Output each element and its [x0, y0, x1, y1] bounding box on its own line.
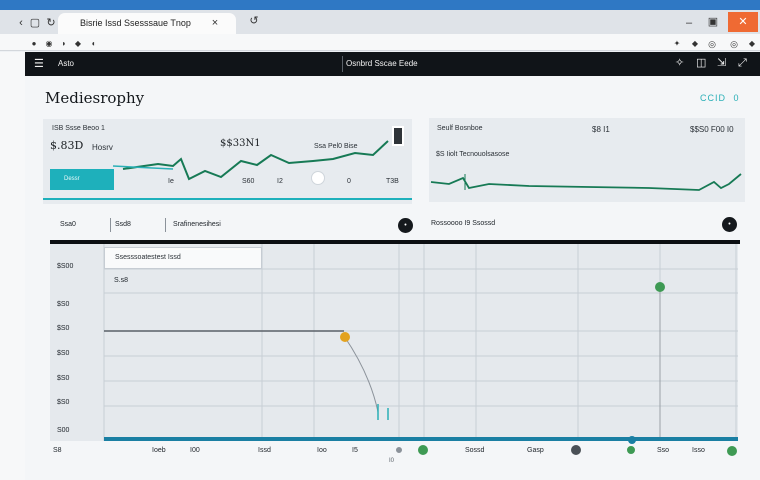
chart-top-value: S.s8	[114, 277, 129, 284]
profile-icon[interactable]: ◎	[708, 39, 716, 49]
divider	[342, 56, 343, 72]
bell-icon[interactable]: ✧	[675, 57, 685, 69]
timeline-marker	[628, 436, 636, 444]
browser-tab[interactable]: Bisrie Issd Ssesssaue Tnop	[58, 13, 236, 34]
y-axis-label: $S0	[57, 399, 70, 406]
refresh-icon[interactable]: ↻	[46, 17, 56, 29]
lock-icon[interactable]: ◐	[91, 39, 97, 48]
tab-close-icon[interactable]: ×	[211, 17, 219, 29]
x-axis-label: S8	[53, 447, 62, 454]
forward-icon[interactable]: ◉	[45, 39, 53, 48]
timeline-knob[interactable]	[394, 445, 404, 455]
y-axis-label: $S0	[57, 375, 70, 382]
info-icon[interactable]: •	[398, 218, 413, 233]
card-b-label: Seulf Bosnboe	[437, 125, 483, 132]
chart-header-bar	[50, 240, 740, 244]
card-a-slider-thumb[interactable]	[311, 171, 325, 185]
tab-filter-1[interactable]: Ssa0	[60, 221, 76, 228]
card-b-right: $$S0 F00 I0	[690, 125, 734, 134]
x-axis-label: Ioeb	[152, 447, 166, 454]
divider	[165, 218, 166, 232]
new-tab-icon[interactable]: ↺	[249, 15, 259, 27]
card-b-mid: $8 I1	[592, 125, 610, 134]
chart-marker-orange[interactable]	[340, 332, 350, 342]
window-close-button[interactable]: ✕	[728, 12, 758, 32]
card-a-axis-2: I2	[277, 178, 283, 185]
card-a-bar-icon	[392, 126, 404, 146]
minimize-icon[interactable]: –	[685, 17, 693, 29]
back-icon[interactable]: ‹	[19, 17, 23, 29]
card-a-axis-1: S60	[242, 178, 255, 185]
card-a-right-label: Ssa Pel0 Bise	[314, 143, 358, 150]
divider	[110, 218, 111, 232]
menu-icon[interactable]: ☰	[34, 58, 44, 70]
y-axis-label: $S0	[57, 325, 70, 332]
y-axis-label: S00	[57, 427, 70, 434]
x-axis-label: I5	[352, 447, 358, 454]
history-icon[interactable]: ◎	[730, 39, 738, 49]
timeline-knob[interactable]	[416, 443, 430, 457]
app-bar: ☰ Asto Osnbrd Sscae Eede ✧ ◫ ⇲ ⤢	[25, 52, 760, 76]
app-bar-center-label: Osnbrd Sscae Eede	[346, 59, 418, 68]
card-a-action-button[interactable]: Dessr	[50, 169, 114, 190]
y-axis-label: $S00	[57, 263, 74, 270]
filter-right-label: Rossoooo I9 Ssossd	[431, 220, 496, 227]
card-a-mid-value: $$33N1	[220, 138, 261, 149]
tab-filter-3[interactable]: Srafinenesihesi	[173, 221, 221, 228]
nav-icon[interactable]: ●	[31, 39, 37, 48]
help-icon[interactable]: •	[722, 217, 737, 232]
card-b-sparkline	[430, 173, 742, 191]
x-axis-label: Sossd	[465, 447, 485, 454]
card-a-axis-0: Ie	[168, 178, 174, 185]
extensions-icon[interactable]: ◆	[691, 39, 699, 48]
timeline-knob-end[interactable]	[725, 444, 739, 458]
shield-icon[interactable]: ◆	[74, 39, 82, 48]
timeline-knob[interactable]	[569, 443, 583, 457]
x-axis-label: Sso	[657, 447, 670, 454]
card-a-value: $.83D	[50, 139, 84, 152]
chart-tooltip: Ssesssoatestest Issd	[104, 247, 262, 269]
menu-label[interactable]: Asto	[58, 59, 75, 68]
tabs-icon[interactable]: ▢	[29, 17, 41, 29]
y-axis-label: $S0	[57, 350, 70, 357]
home-icon[interactable]: ◑	[60, 39, 66, 48]
card-b-sub: $S Iiolt Tecnouolsasose	[436, 151, 510, 158]
bookmark-icon[interactable]: ✦	[673, 39, 681, 48]
card-a-axis-3: 0	[347, 178, 351, 185]
restore-icon[interactable]: ▣	[707, 16, 719, 28]
x-axis-label: Isso	[692, 447, 705, 454]
more-icon[interactable]: ◆	[748, 39, 756, 48]
chart-baseline	[104, 437, 738, 441]
chart-area	[50, 244, 738, 441]
x-axis-label: Ioo	[317, 447, 327, 454]
status-chip[interactable]: CCID 0	[700, 93, 740, 103]
page-title: Mediesrophy	[45, 89, 145, 107]
address-bar[interactable]	[0, 34, 760, 51]
left-rail	[0, 52, 25, 480]
x-axis-label: I00	[190, 447, 200, 454]
card-a-value-sub: Hosrv	[92, 143, 113, 152]
user-icon[interactable]: ◫	[696, 57, 707, 69]
chart-marker-green[interactable]	[655, 282, 665, 292]
timeline-knob[interactable]	[625, 444, 637, 456]
card-a-axis-4: T3B	[386, 178, 399, 185]
card-a-label: ISB Ssse Beoo 1	[52, 125, 105, 132]
tab-filter-2[interactable]: Ssd8	[115, 221, 131, 228]
status-chip-value: 0	[733, 93, 740, 103]
card-a-sparkline	[43, 140, 412, 200]
settings-icon[interactable]: ⇲	[717, 57, 727, 69]
x-axis-label: Issd	[258, 447, 271, 454]
x-axis-label: I0	[389, 458, 395, 464]
expand-icon[interactable]: ⤢	[738, 57, 747, 69]
window-topstrip	[0, 0, 760, 10]
y-axis-label: $S0	[57, 301, 70, 308]
summary-card-secondary	[429, 118, 745, 202]
tab-title: Bisrie Issd Ssesssaue Tnop	[80, 18, 191, 28]
x-axis-label: Gasp	[527, 447, 544, 454]
chart-grid	[103, 244, 738, 441]
status-chip-label: CCID	[700, 93, 726, 103]
